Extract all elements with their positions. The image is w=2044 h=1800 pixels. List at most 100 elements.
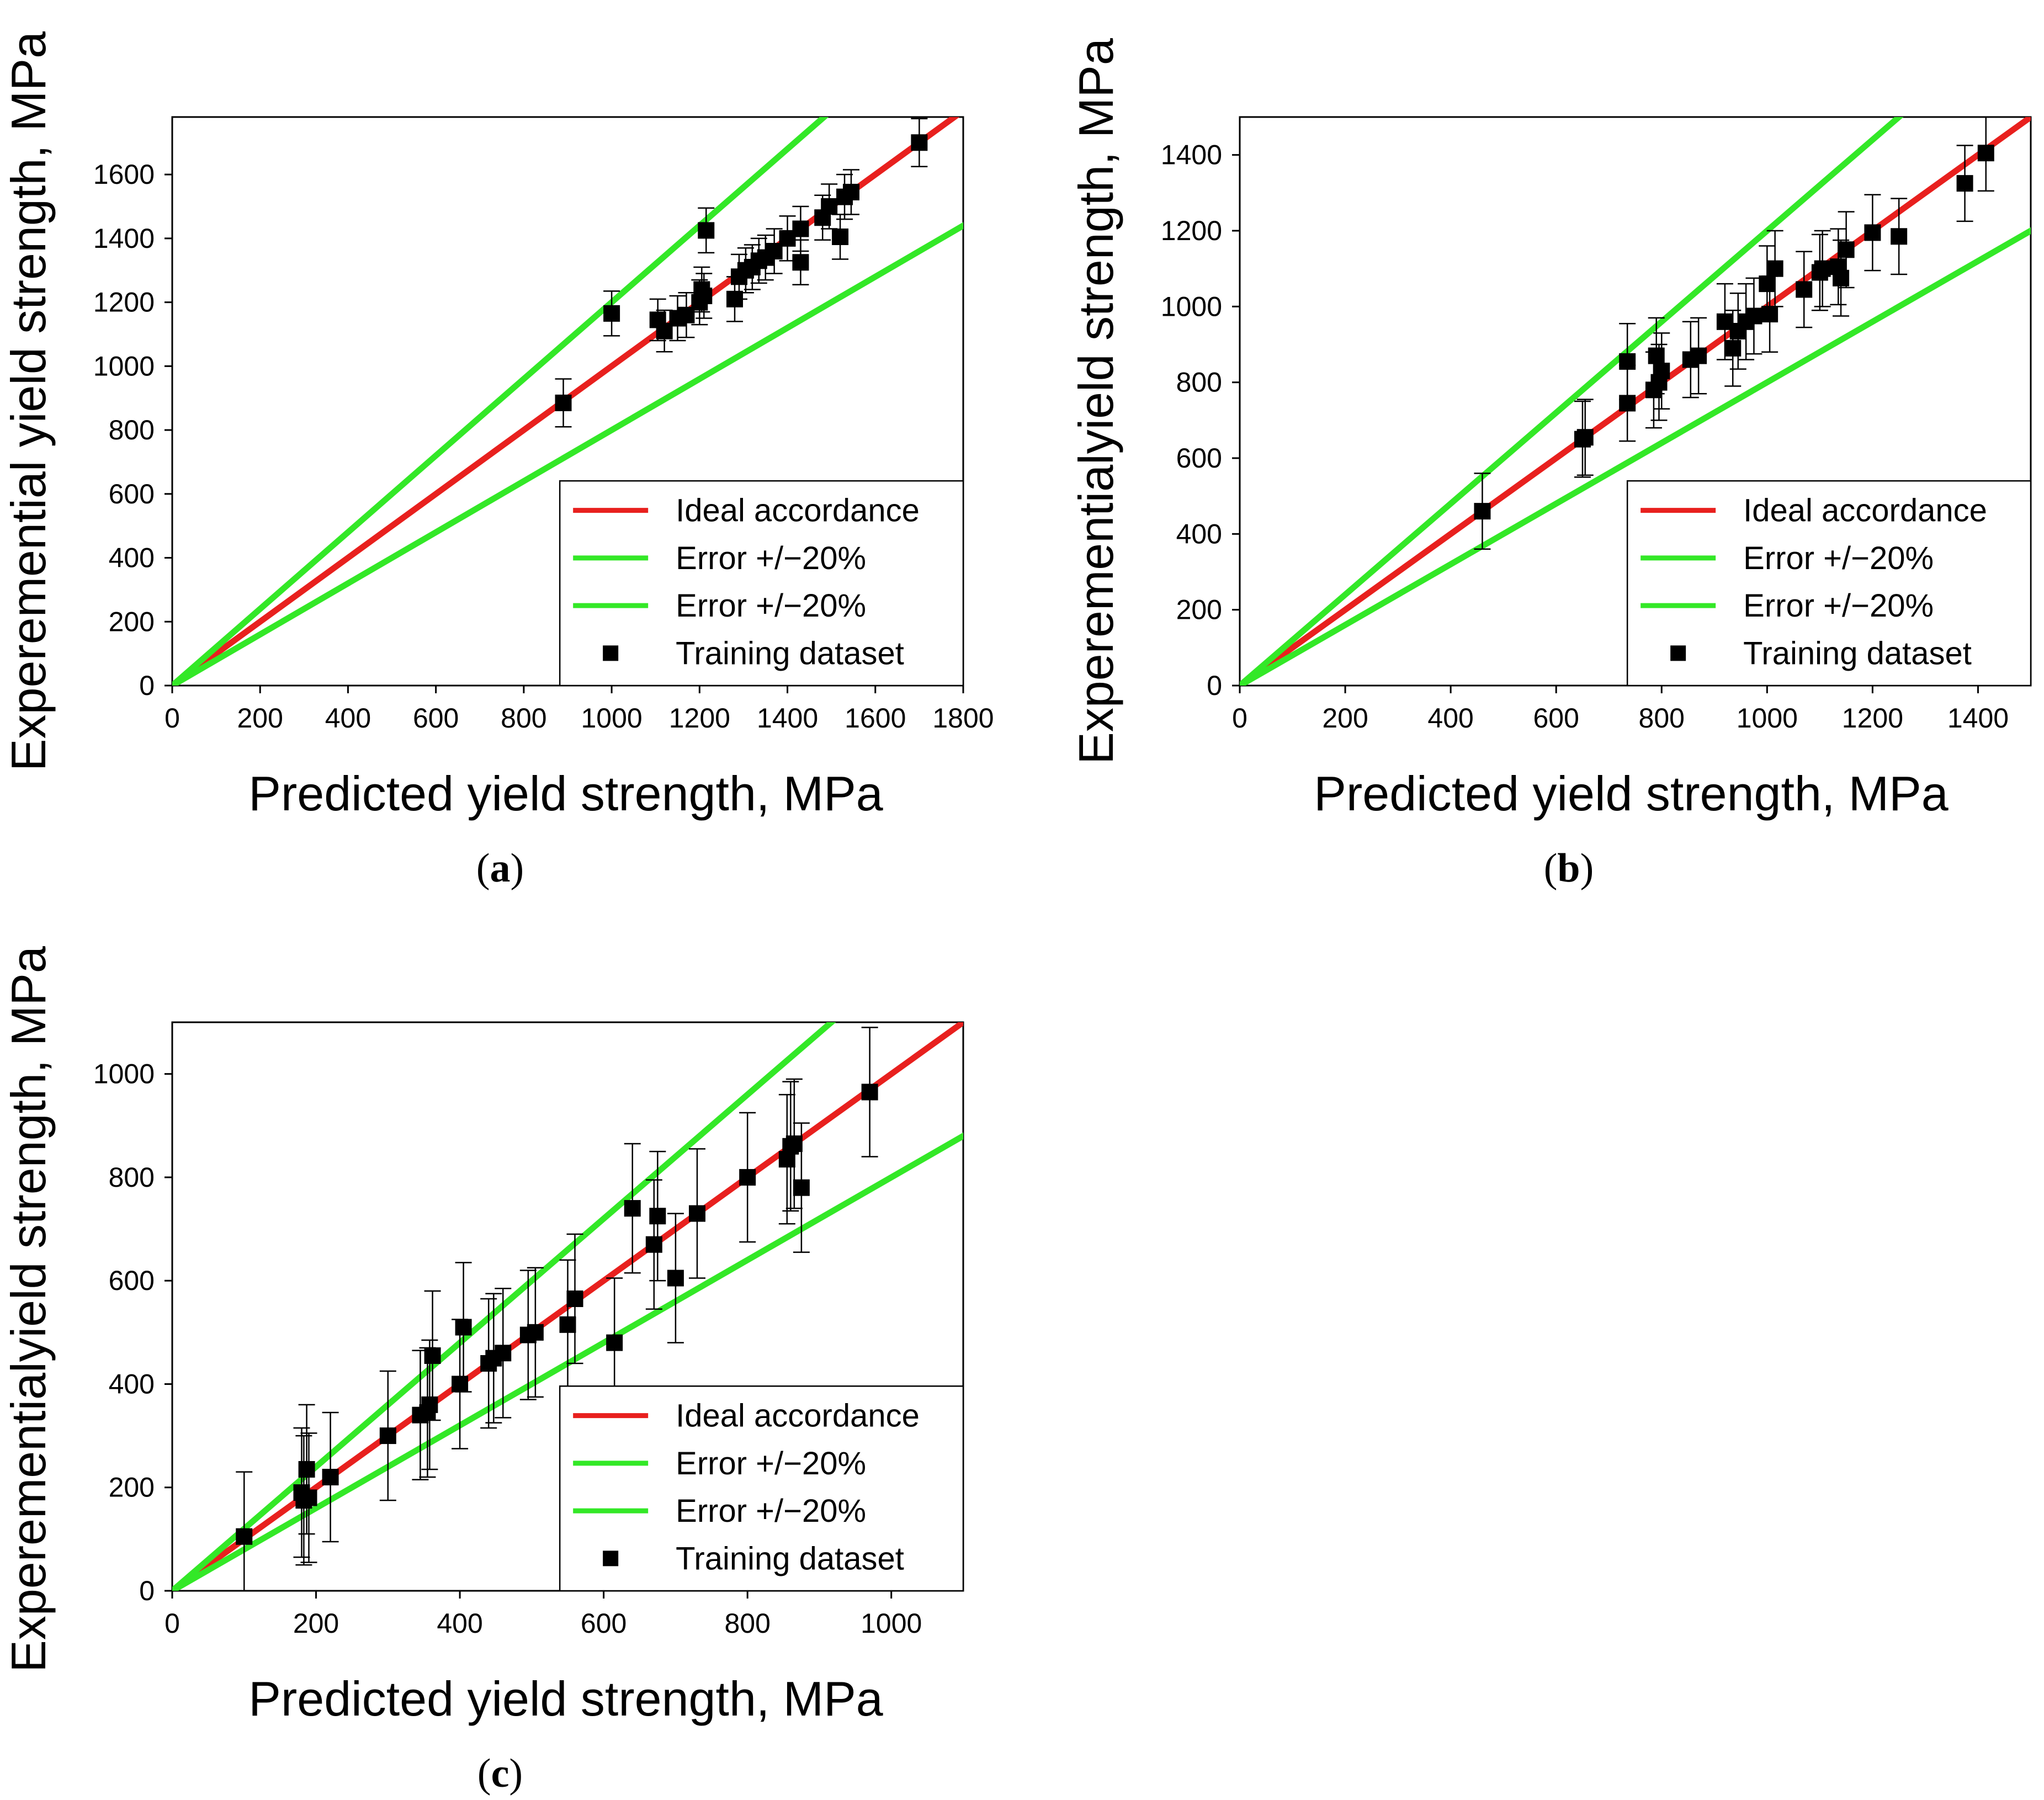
data-point-c (452, 1376, 469, 1393)
x-axis-label-a: Predicted yield strength, MPa (248, 766, 883, 821)
ideal-line-a (172, 117, 960, 686)
caption-c: (c) (477, 1751, 523, 1796)
data-point-c (861, 1084, 878, 1101)
data-point-b (1474, 503, 1491, 520)
y-tick-label-c: 800 (109, 1162, 155, 1193)
y-tick-label-a: 200 (109, 606, 155, 637)
x-tick-label-a: 1400 (757, 703, 818, 734)
data-point-c (300, 1489, 317, 1506)
x-tick-label-a: 0 (164, 703, 180, 734)
panel-c: 0 200 400 600 800 1000 0 200 400 600 800 1000 Ideal … (1, 946, 964, 1796)
data-point-b (1759, 275, 1776, 293)
y-tick-label-a: 1600 (93, 159, 155, 190)
y-tick-label-a: 1000 (93, 351, 155, 381)
y-tick-label-a: 1400 (93, 223, 155, 254)
caption-letter-a: a (490, 846, 511, 891)
x-tick-label-a: 200 (237, 703, 283, 734)
data-point-a (911, 134, 928, 151)
legend-label-c: Ideal accordance (676, 1398, 920, 1434)
y-tick-label-c: 400 (109, 1368, 155, 1399)
data-point-c (455, 1319, 472, 1336)
legend-marker-a (603, 645, 619, 661)
data-point-b (1977, 145, 1994, 162)
data-point-c (624, 1200, 641, 1217)
y-tick-label-c: 200 (109, 1472, 155, 1503)
x-tick-label-c: 600 (581, 1608, 627, 1639)
data-point-c (379, 1427, 396, 1445)
data-point-c (495, 1345, 512, 1362)
data-point-c (667, 1270, 684, 1287)
legend-label-a: Training dataset (676, 635, 904, 671)
error-line-b (1240, 117, 1904, 686)
data-point-b (1690, 347, 1707, 364)
caption-open-c: ( (477, 1751, 491, 1796)
panel-b: 0 200 400 600 800 1000 1200 1400 0 200 400 600 800 10… (1069, 38, 2032, 891)
data-point-a (555, 394, 572, 411)
plot-area-a: 0 200 400 600 800 1000 1200 1400 1600 1800 0 200 400… (93, 117, 994, 734)
x-tick-label-c: 0 (164, 1608, 180, 1639)
caption-close-c: ) (509, 1751, 523, 1796)
legend-box-a (559, 480, 964, 687)
data-point-c (785, 1135, 803, 1153)
data-point-c (424, 1347, 441, 1364)
x-tick-label-a: 800 (501, 703, 546, 734)
error-line-c (172, 1022, 836, 1591)
y-tick-label-b: 1000 (1161, 291, 1222, 322)
data-point-c (236, 1528, 253, 1545)
data-point-c (566, 1290, 583, 1307)
data-point-b (1864, 224, 1881, 241)
legend-box-b (1626, 480, 2032, 687)
legend-label-c: Training dataset (676, 1541, 904, 1576)
data-point-a (792, 220, 809, 237)
data-point-b (1761, 306, 1778, 323)
data-point-c (739, 1169, 756, 1186)
data-point-c (559, 1316, 576, 1333)
y-tick-label-b: 200 (1176, 594, 1222, 625)
data-point-c (421, 1396, 438, 1413)
y-tick-label-b: 1200 (1161, 215, 1222, 246)
caption-open-b: ( (1544, 846, 1558, 891)
data-point-b (1838, 241, 1855, 258)
legend-marker-c (603, 1551, 619, 1567)
x-tick-label-a: 1800 (932, 703, 994, 734)
data-point-a (832, 228, 849, 245)
x-tick-label-a: 1000 (581, 703, 642, 734)
x-tick-label-c: 1000 (861, 1608, 922, 1639)
y-tick-label-c: 1000 (93, 1059, 155, 1090)
x-tick-label-a: 600 (413, 703, 459, 734)
data-point-c (688, 1205, 705, 1222)
x-tick-label-c: 800 (724, 1608, 770, 1639)
data-point-b (1653, 363, 1670, 380)
plot-area-c: 0 200 400 600 800 1000 0 200 400 600 800 1000 Ideal … (93, 1022, 964, 1639)
data-point-c (606, 1334, 623, 1351)
legend-marker-b (1670, 645, 1686, 661)
x-tick-label-b: 400 (1427, 703, 1473, 734)
caption-close-b: ) (1580, 846, 1594, 891)
data-point-a (821, 198, 838, 215)
data-point-c (649, 1208, 666, 1225)
x-tick-label-b: 800 (1639, 703, 1685, 734)
data-point-b (1796, 281, 1813, 298)
x-tick-label-b: 1400 (1947, 703, 2009, 734)
caption-letter-b: b (1557, 846, 1580, 891)
caption-b: (b) (1544, 846, 1594, 891)
data-point-a (792, 254, 809, 271)
y-axis-label-b: Experementialyield strength, MPa (1069, 38, 1123, 764)
legend-b: Ideal accordance Error +/−20% Error +/−20%… (1626, 480, 2032, 687)
y-tick-label-b: 400 (1176, 518, 1222, 549)
error-line-b (1240, 227, 2031, 686)
caption-open-a: ( (476, 846, 490, 891)
x-tick-label-c: 200 (293, 1608, 339, 1639)
data-point-c (793, 1179, 810, 1196)
caption-letter-c: c (491, 1751, 509, 1796)
x-axis-label-c: Predicted yield strength, MPa (248, 1671, 883, 1726)
data-point-a (842, 183, 859, 200)
legend-label-b: Error +/−20% (1743, 540, 1934, 576)
data-point-b (1891, 228, 1908, 245)
data-point-c (527, 1324, 544, 1341)
error-line-a (172, 222, 963, 686)
y-tick-label-a: 800 (109, 415, 155, 445)
data-point-c (298, 1461, 315, 1478)
legend-box-c (559, 1385, 964, 1592)
